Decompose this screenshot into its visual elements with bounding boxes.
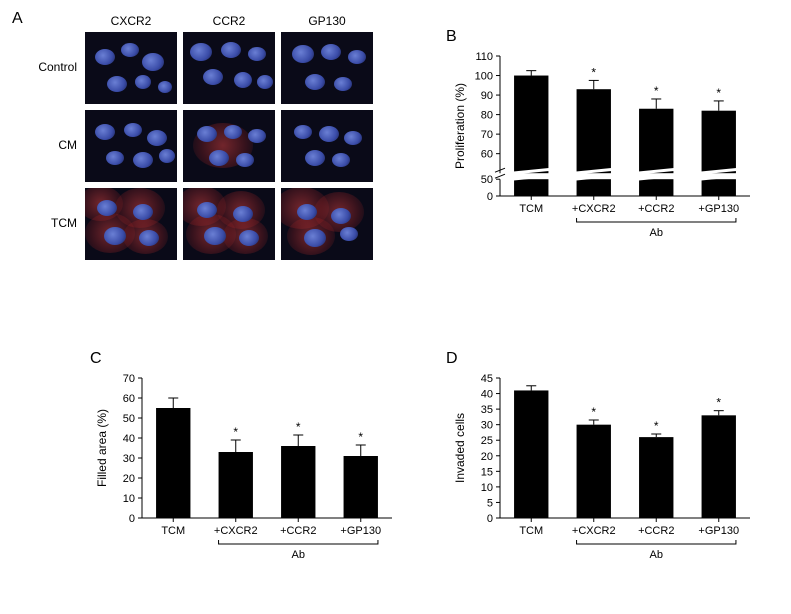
svg-text:10: 10	[123, 493, 135, 505]
svg-text:*: *	[716, 396, 721, 410]
svg-text:45: 45	[481, 373, 493, 385]
svg-text:40: 40	[123, 433, 135, 445]
svg-text:+CCR2: +CCR2	[638, 525, 674, 537]
svg-text:*: *	[296, 420, 301, 434]
micro-col-header: GP130	[281, 14, 373, 28]
svg-text:*: *	[654, 84, 659, 98]
micro-cell	[85, 110, 177, 182]
svg-text:*: *	[654, 419, 659, 433]
panel-c-label: C	[90, 350, 102, 368]
svg-text:50: 50	[123, 413, 135, 425]
svg-text:TCM: TCM	[519, 525, 543, 537]
svg-text:*: *	[591, 405, 596, 419]
panel-d-label: D	[446, 350, 458, 368]
svg-text:20: 20	[481, 451, 493, 463]
svg-text:25: 25	[481, 435, 493, 447]
svg-text:*: *	[591, 65, 596, 79]
svg-text:Ab: Ab	[650, 549, 663, 561]
svg-text:*: *	[358, 430, 363, 444]
svg-text:+CCR2: +CCR2	[638, 203, 674, 215]
svg-text:40: 40	[481, 389, 493, 401]
micro-cell	[183, 32, 275, 104]
svg-text:TCM: TCM	[519, 203, 543, 215]
svg-text:+CXCR2: +CXCR2	[572, 203, 616, 215]
svg-text:70: 70	[123, 373, 135, 385]
micro-cell	[281, 110, 373, 182]
panel-a-label: A	[12, 10, 23, 28]
svg-text:0: 0	[129, 513, 135, 525]
svg-text:Proliferation (%): Proliferation (%)	[453, 83, 467, 169]
micro-cell	[183, 110, 275, 182]
svg-text:35: 35	[481, 404, 493, 416]
svg-text:80: 80	[481, 110, 493, 122]
svg-text:30: 30	[481, 420, 493, 432]
svg-text:0: 0	[487, 513, 493, 525]
svg-text:TCM: TCM	[161, 525, 185, 537]
micro-cell	[183, 188, 275, 260]
micro-cell	[281, 32, 373, 104]
micro-cell	[85, 188, 177, 260]
figure: A CXCR2CCR2GP130ControlCMTCM B 050607080…	[10, 10, 781, 604]
chart-d: 0 5 10 15 20 25 30 35 40 45 Invaded cells TCM * +CXCR…	[450, 368, 760, 596]
svg-text:10: 10	[481, 482, 493, 494]
micro-col-header: CCR2	[183, 14, 275, 28]
svg-text:110: 110	[475, 51, 493, 63]
svg-text:Ab: Ab	[292, 549, 305, 561]
svg-text:+CXCR2: +CXCR2	[572, 525, 616, 537]
svg-text:*: *	[233, 425, 238, 439]
micro-col-header: CXCR2	[85, 14, 177, 28]
micro-row-header: Control	[27, 60, 77, 74]
svg-text:+GP130: +GP130	[698, 203, 739, 215]
svg-text:30: 30	[123, 453, 135, 465]
svg-text:15: 15	[481, 466, 493, 478]
micro-row-header: TCM	[27, 216, 77, 230]
svg-text:+CXCR2: +CXCR2	[214, 525, 258, 537]
chart-b: 0 50 60 70 80 90 100 110 Proliferation (%) TCM * +C…	[450, 46, 760, 274]
svg-text:50: 50	[481, 174, 493, 186]
svg-text:Invaded cells: Invaded cells	[453, 413, 467, 483]
svg-text:70: 70	[481, 129, 493, 141]
chart-c: 0 10 20 30 40 50 60 70 Filled area (%) TCM * +CXCR2…	[92, 368, 402, 596]
svg-text:+GP130: +GP130	[340, 525, 381, 537]
svg-text:*: *	[716, 86, 721, 100]
svg-text:+GP130: +GP130	[698, 525, 739, 537]
svg-text:100: 100	[475, 71, 493, 83]
panel-b-label: B	[446, 28, 457, 46]
svg-text:20: 20	[123, 473, 135, 485]
micro-cell	[281, 188, 373, 260]
micro-row-header: CM	[27, 138, 77, 152]
svg-text:5: 5	[487, 497, 493, 509]
svg-text:60: 60	[123, 393, 135, 405]
svg-text:60: 60	[481, 149, 493, 161]
svg-text:Ab: Ab	[650, 227, 663, 239]
svg-text:0: 0	[487, 191, 493, 203]
svg-text:+CCR2: +CCR2	[280, 525, 316, 537]
micro-cell	[85, 32, 177, 104]
svg-text:90: 90	[481, 90, 493, 102]
svg-text:Filled area (%): Filled area (%)	[95, 409, 109, 487]
